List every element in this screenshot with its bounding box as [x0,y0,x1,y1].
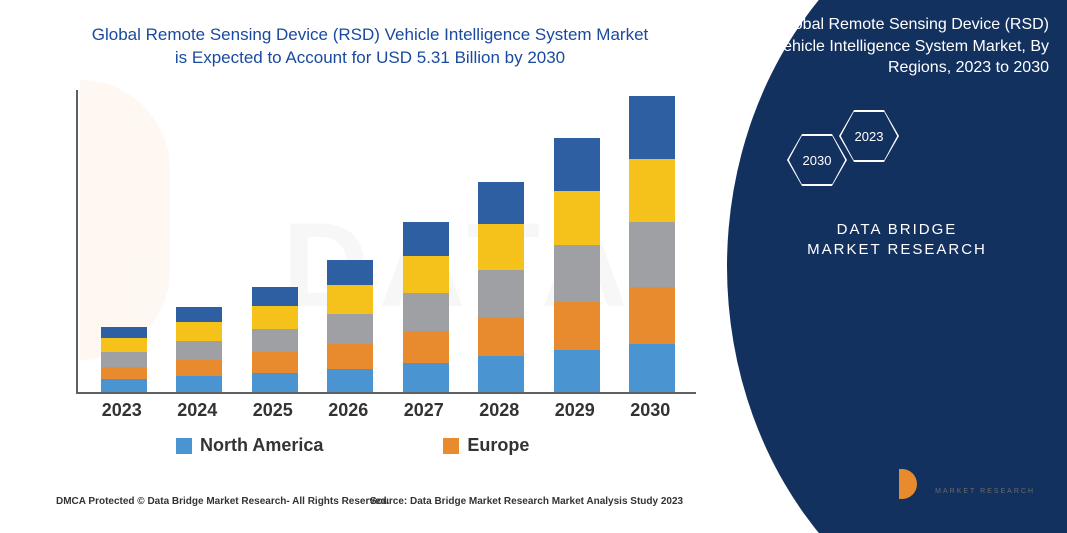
seg-eu [327,344,373,369]
seg-seg3 [629,222,675,287]
seg-na [629,344,675,392]
seg-eu [478,317,524,357]
legend-label: Europe [467,435,529,456]
xlabel: 2023 [99,400,145,430]
legend-label: North America [200,435,323,456]
x-axis-labels: 2023 2024 2025 2026 2027 2028 2029 2030 [76,394,696,430]
logo-d-icon [899,469,929,499]
footer-left: DMCA Protected © Data Bridge Market Rese… [56,496,389,507]
hex-wrap-b: 2023 [839,110,899,162]
seg-seg4 [478,224,524,270]
seg-seg3 [403,293,449,331]
seg-seg5 [252,287,298,306]
seg-seg4 [403,256,449,294]
seg-seg4 [176,322,222,341]
bar-2028 [478,182,524,392]
xlabel: 2030 [627,400,673,430]
seg-seg3 [478,270,524,316]
seg-seg4 [629,159,675,222]
chart-plot-area [76,90,696,394]
seg-seg5 [554,138,600,190]
xlabel: 2026 [325,400,371,430]
seg-eu [403,331,449,362]
seg-na [554,350,600,392]
seg-na [327,369,373,392]
logo-bottom: DATA BRIDGE MARKET RESEARCH [899,469,1035,499]
bar-2027 [403,222,449,392]
seg-seg3 [252,329,298,352]
page-root: DATA Global Remote Sensing Device (RSD) … [0,0,1067,533]
seg-eu [252,352,298,373]
seg-na [478,356,524,392]
seg-seg4 [252,306,298,329]
bar-2024 [176,307,222,392]
seg-na [252,373,298,392]
logo-line2: MARKET RESEARCH [935,488,1035,495]
footer-source: Source: Data Bridge Market Research Mark… [370,496,683,507]
logo-text-wrap: DATA BRIDGE MARKET RESEARCH [935,473,1035,495]
right-panel [727,0,1067,533]
chart-container: 20232024202520262027202820292030 North A… [76,90,696,430]
logo-line1: DATA BRIDGE [935,473,1035,488]
legend-swatch [443,438,459,454]
seg-seg4 [327,285,373,314]
brand-right-text: DATA BRIDGE MARKET RESEARCH [797,220,997,261]
xlabel: 2028 [476,400,522,430]
seg-seg5 [403,222,449,256]
seg-eu [101,367,147,380]
seg-seg3 [101,352,147,367]
seg-seg3 [176,341,222,360]
xlabel: 2025 [250,400,296,430]
seg-eu [629,287,675,344]
left-title: Global Remote Sensing Device (RSD) Vehic… [90,24,650,70]
legend-swatch [176,438,192,454]
seg-seg5 [629,96,675,159]
seg-seg3 [554,245,600,302]
seg-seg4 [554,191,600,246]
hex-wrap-a: 2030 [787,134,847,186]
bar-2025 [252,287,298,392]
seg-seg5 [176,307,222,322]
seg-eu [554,302,600,350]
bars-group [78,88,698,392]
bar-2026 [327,260,373,392]
bar-2030 [629,96,675,392]
chart-legend: North America Europe [176,435,676,456]
right-title: Global Remote Sensing Device (RSD) Vehic… [759,14,1049,79]
xlabel: 2029 [552,400,598,430]
hex-b: 2023 [839,110,899,162]
xlabel: 2027 [401,400,447,430]
seg-seg5 [478,182,524,224]
seg-seg5 [327,260,373,285]
bar-2023 [101,327,147,392]
legend-item-na: North America [176,435,323,456]
bar-2029 [554,138,600,392]
seg-eu [176,360,222,377]
seg-seg3 [327,314,373,343]
seg-na [101,379,147,392]
hexagon-badges: 2030 2023 [787,110,947,190]
seg-na [403,363,449,392]
hex-a: 2030 [787,134,847,186]
xlabel: 2024 [174,400,220,430]
seg-na [176,376,222,392]
seg-seg5 [101,327,147,337]
seg-seg4 [101,338,147,353]
legend-item-eu: Europe [443,435,529,456]
